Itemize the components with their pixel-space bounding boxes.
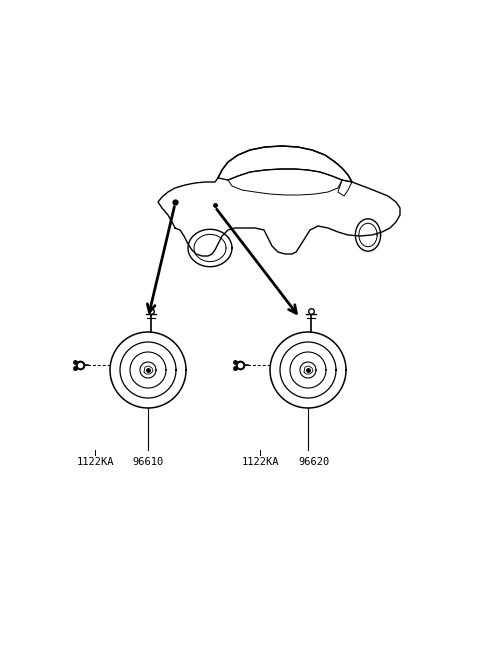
Text: 96620: 96620 [299, 457, 330, 467]
Text: 1122KA: 1122KA [76, 457, 114, 467]
Text: 1122KA: 1122KA [241, 457, 279, 467]
Text: 96610: 96610 [132, 457, 164, 467]
